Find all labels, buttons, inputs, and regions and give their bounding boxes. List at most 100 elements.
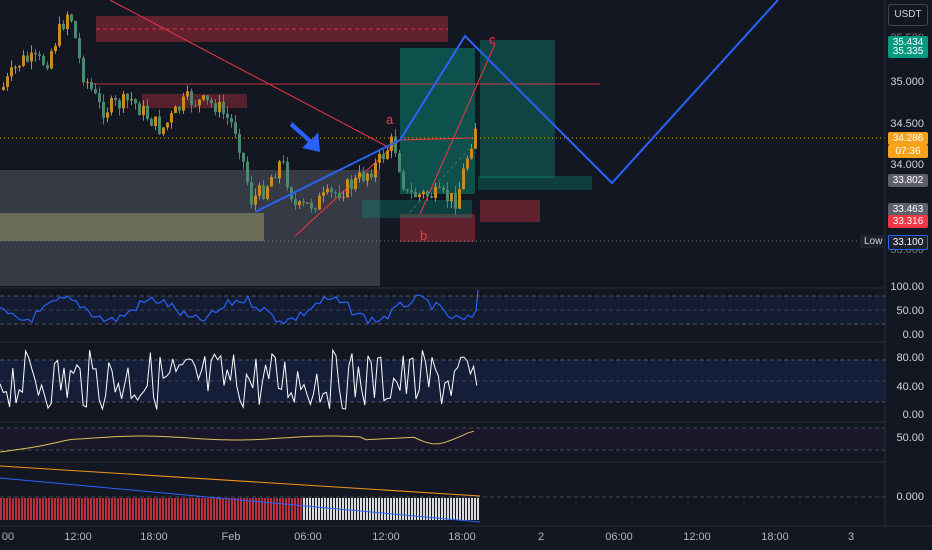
candle-body [154,116,157,126]
time-label-0: 00 [1,531,15,543]
histogram-bar [429,498,431,520]
candle-body [362,172,365,181]
histogram-bar [255,498,257,520]
histogram-bar [417,498,419,520]
time-label-2: 18:00 [140,531,168,543]
histogram-bar [447,498,449,520]
histogram-bar [420,498,422,520]
ind2-label-0: 0.00 [902,409,924,421]
candle-body [98,93,101,102]
candle-body [10,67,13,77]
candle-body [258,185,261,196]
candle-body [14,67,17,69]
arrow-icon [290,122,320,152]
candle-body [162,127,165,134]
candle-body [398,153,401,172]
histogram-bar [105,498,107,520]
candle-body [366,173,369,181]
histogram-bar [462,498,464,520]
histogram-bar [156,498,158,520]
histogram-bar [66,498,68,520]
histogram-bar [261,498,263,520]
histogram-bar [444,498,446,520]
histogram-bar [21,498,23,520]
histogram-bar [93,498,95,520]
demand-zone-yellow [0,213,264,241]
candle-body [82,58,85,83]
histogram-bar [435,498,437,520]
candle-body [354,177,357,190]
candle-body [30,52,33,62]
histogram-bar [108,498,110,520]
candle-body [126,93,129,101]
histogram-bar [465,498,467,520]
histogram-bar [138,498,140,520]
histogram-bar [195,498,197,520]
histogram-bar [225,498,227,520]
histogram-bar [450,498,452,520]
histogram-bar [399,498,401,520]
histogram-bar [165,498,167,520]
histogram-bar [204,498,206,520]
candle-body [442,187,445,190]
histogram-bar [87,498,89,520]
currency-button[interactable]: USDT [888,4,928,26]
candle-body [310,202,313,209]
histogram-bar [126,498,128,520]
candle-body [446,189,449,202]
candle-body [286,161,289,188]
candle-body [74,21,77,39]
histogram-bar [45,498,47,520]
candle-body [70,14,73,22]
candle-body [298,201,301,206]
candle-body [270,177,273,187]
histogram-bar [456,498,458,520]
histogram-bar [309,498,311,520]
price-label-35000: 35.000 [890,76,924,88]
ind3-label-50: 50.00 [896,432,924,444]
histogram-bar [183,498,185,520]
time-label-5: 12:00 [372,531,400,543]
histogram-bar [279,498,281,520]
candle-body [218,101,221,113]
candle-body [342,197,345,199]
candle-body [282,161,285,163]
long-position-stop [400,214,475,242]
histogram-bar [381,498,383,520]
histogram-bar [282,498,284,520]
long-position-profit-2 [480,40,555,178]
candle-body [50,51,53,69]
histogram-bar [273,498,275,520]
rsi-pane [0,289,885,325]
countdown-tag: 07:36 [888,145,928,158]
histogram-bar [3,498,5,520]
histogram-bar [477,498,479,520]
candle-body [394,136,397,154]
histogram-bar [354,498,356,520]
candle-body [326,188,329,193]
histogram-bar [375,498,377,520]
histogram-bar [387,498,389,520]
histogram-bar [177,498,179,520]
candle-body [386,150,389,160]
histogram-bar [315,498,317,520]
candle-body [42,55,45,65]
candle-body [254,195,257,205]
histogram-bar [405,498,407,520]
histogram-bar [9,498,11,520]
candle-body [138,103,141,116]
level-tag: 33.463 [888,203,928,216]
histogram-bar [345,498,347,520]
histogram-bar [189,498,191,520]
candle-body [146,105,149,119]
histogram-bar [453,498,455,520]
stoch-pane [0,348,885,411]
candle-body [62,23,65,30]
histogram-bar [207,498,209,520]
histogram-bar [372,498,374,520]
histogram-bar [96,498,98,520]
candle-body [306,202,309,204]
candle-body [378,153,381,163]
ma-pane [0,427,885,453]
